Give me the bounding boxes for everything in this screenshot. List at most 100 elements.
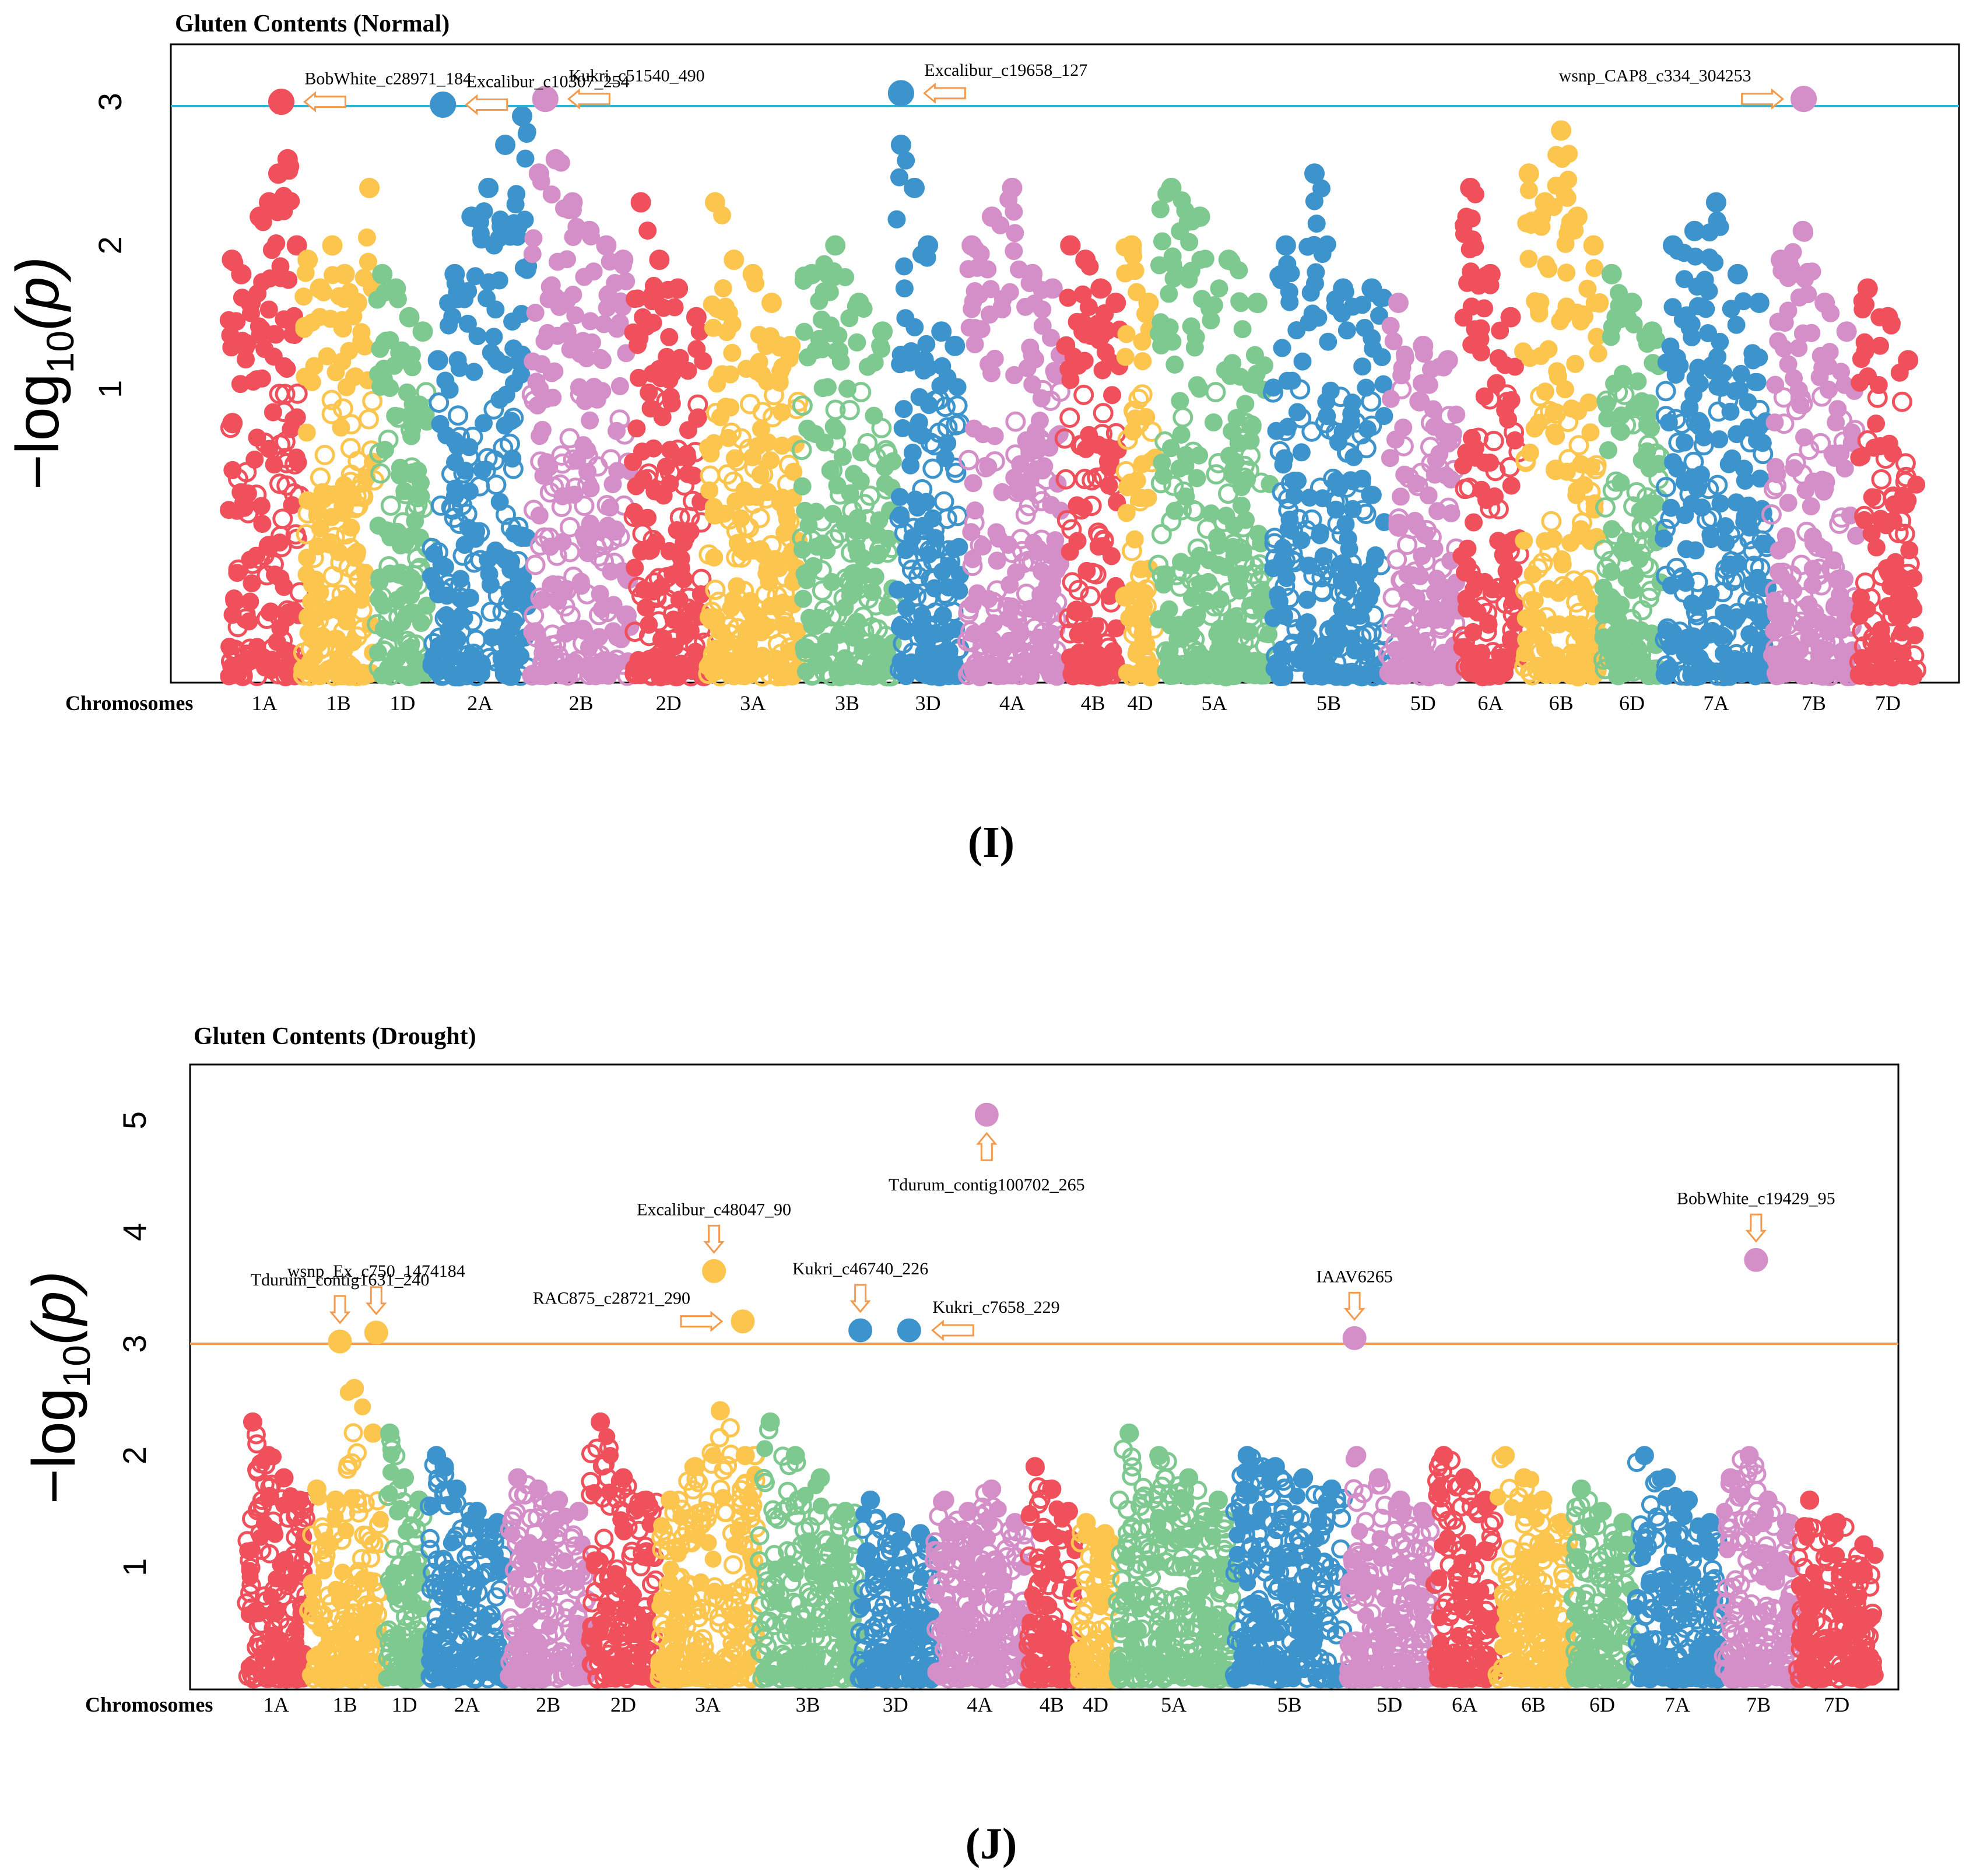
snp-point	[369, 442, 390, 463]
snp-point	[297, 423, 316, 442]
snp-point	[807, 503, 826, 521]
snp-point	[1547, 177, 1565, 195]
snp-point	[610, 377, 629, 395]
snp-point	[240, 638, 261, 659]
snp-point	[865, 406, 883, 425]
snp-point	[1529, 299, 1548, 318]
snp-point	[781, 667, 800, 686]
snp-point	[1544, 616, 1563, 634]
snp-point	[1655, 381, 1676, 402]
snp-point	[466, 529, 485, 548]
snp-point	[1016, 297, 1035, 316]
snp-point	[726, 492, 745, 511]
snp-point	[1221, 367, 1240, 385]
snp-point	[950, 581, 968, 600]
snp-point	[718, 323, 736, 342]
snp-point	[1862, 524, 1881, 543]
snp-point	[1551, 312, 1570, 331]
snp-point	[337, 1522, 354, 1540]
snp-point	[630, 192, 651, 213]
snp-point	[496, 504, 516, 525]
snp-point	[1303, 667, 1321, 686]
snp-point	[665, 637, 684, 656]
snp-point	[1381, 317, 1400, 335]
chromosome-5B-points	[1263, 163, 1395, 687]
snp-point	[1460, 177, 1481, 198]
chromosome-labels-normal: 1A 1B 1D 2A 2B 2D 3A 3B 3D 4A 4B 4D 5A 5B 5D 6A 6B 6D 7A 7B…	[252, 691, 1901, 715]
snp-point	[253, 515, 272, 533]
snp-point	[341, 414, 361, 435]
snp-point	[451, 588, 472, 609]
snp-point	[329, 543, 348, 561]
snp-point	[1589, 344, 1607, 363]
snp-point	[989, 529, 1008, 548]
snp-point	[265, 1629, 282, 1646]
snp-point	[838, 380, 856, 398]
snp-point	[553, 487, 572, 505]
snp-point	[225, 589, 243, 608]
snp-point	[558, 322, 577, 340]
snp-point	[1186, 328, 1205, 346]
snp-point	[511, 647, 530, 665]
snp-point	[259, 300, 278, 319]
snp-point	[266, 325, 285, 344]
snp-point	[1768, 465, 1786, 483]
snp-point	[668, 278, 689, 299]
snp-point	[1125, 530, 1144, 549]
chromosome-label: 7B	[1802, 691, 1826, 715]
snp-point	[893, 419, 912, 437]
snp-point	[466, 630, 487, 651]
snp-point	[1333, 278, 1354, 299]
snp-point	[334, 264, 355, 284]
snp-point	[723, 343, 742, 362]
snp-point	[1578, 529, 1597, 547]
snp-point	[1670, 356, 1689, 375]
snp-point	[800, 609, 819, 627]
snp-point	[1553, 550, 1571, 569]
snp-point	[1207, 528, 1226, 547]
snp-point	[322, 235, 343, 256]
snp-point	[480, 602, 501, 622]
snp-point	[1206, 464, 1227, 485]
snp-point	[966, 335, 984, 353]
snp-point	[422, 537, 443, 558]
snp-point	[338, 612, 356, 631]
snp-point	[1089, 435, 1108, 454]
snp-point	[961, 235, 982, 256]
highlighted-snp-point	[1791, 86, 1817, 113]
snp-point	[1770, 666, 1789, 684]
snp-point	[399, 307, 420, 328]
chromosome-5A-points	[1148, 177, 1280, 687]
snp-point	[464, 1590, 482, 1607]
snp-point	[220, 651, 241, 672]
snp-point	[1161, 177, 1182, 198]
snp-point	[575, 392, 594, 410]
snp-point	[1132, 384, 1153, 405]
snp-point	[1519, 181, 1538, 199]
snp-point	[1343, 472, 1362, 491]
snp-point	[749, 508, 770, 528]
snp-point	[334, 319, 352, 338]
snp-point	[1719, 455, 1738, 473]
snp-point	[368, 290, 387, 309]
snp-point	[1677, 540, 1695, 558]
snp-point	[1563, 614, 1581, 633]
annotation-arrow-icon	[923, 82, 966, 104]
snp-point	[1442, 504, 1461, 522]
snp-point	[913, 426, 932, 445]
snp-point	[1722, 610, 1740, 629]
snp-point	[905, 318, 924, 336]
snp-point	[1567, 206, 1588, 227]
snp-point	[1847, 526, 1866, 545]
snp-point	[1138, 293, 1159, 313]
snp-point	[1384, 332, 1403, 350]
snp-point	[466, 267, 485, 286]
snp-point	[469, 654, 487, 673]
snp-point	[274, 1468, 294, 1488]
snp-point	[1779, 355, 1798, 374]
snp-point	[740, 394, 760, 414]
snp-point	[340, 342, 359, 360]
snp-label: BobWhite_c28971_184	[304, 69, 472, 89]
chromosome-label: 2B	[569, 691, 594, 715]
snp-point	[1073, 384, 1094, 405]
